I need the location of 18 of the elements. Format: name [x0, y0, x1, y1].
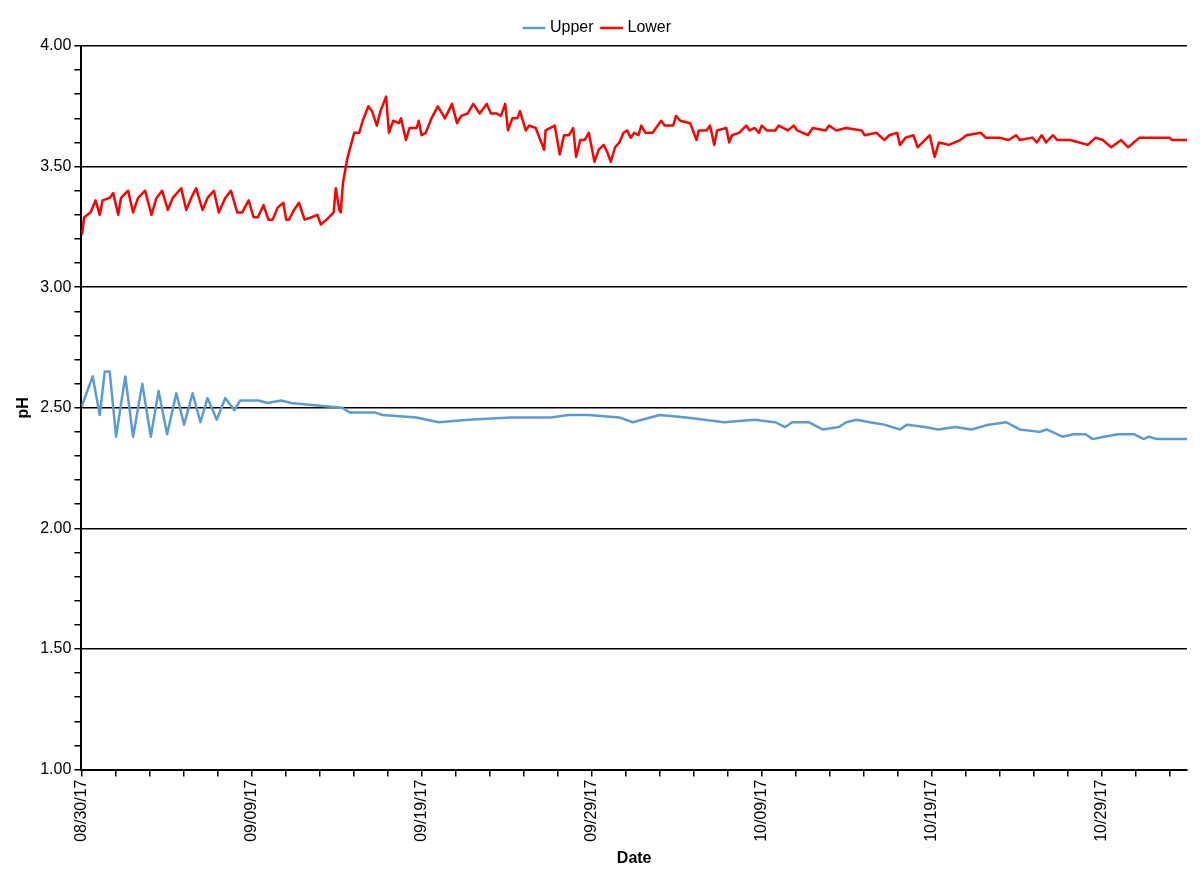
y-axis-title: pH	[14, 397, 32, 419]
x-axis-title: Date	[616, 848, 652, 866]
legend-label: Upper	[549, 18, 595, 36]
y-tick-label: 1.00	[40, 759, 72, 777]
legend-label: Lower	[627, 18, 672, 36]
y-tick-label: 3.00	[40, 277, 72, 295]
x-tick-label: 09/29/17	[582, 779, 600, 842]
x-tick-label: 10/29/17	[1092, 779, 1110, 842]
x-tick-label: 08/30/17	[71, 779, 89, 842]
y-tick-label: 3.50	[40, 156, 72, 174]
x-tick-label: 09/19/17	[411, 779, 429, 842]
x-tick-label: 09/09/17	[241, 779, 259, 842]
y-tick-label: 2.50	[40, 398, 72, 416]
y-tick-label: 2.00	[40, 518, 72, 536]
y-tick-label: 4.00	[40, 36, 72, 54]
y-tick-label: 1.50	[40, 639, 72, 657]
x-tick-label: 10/19/17	[922, 779, 940, 842]
x-tick-label: 10/09/17	[752, 779, 770, 842]
